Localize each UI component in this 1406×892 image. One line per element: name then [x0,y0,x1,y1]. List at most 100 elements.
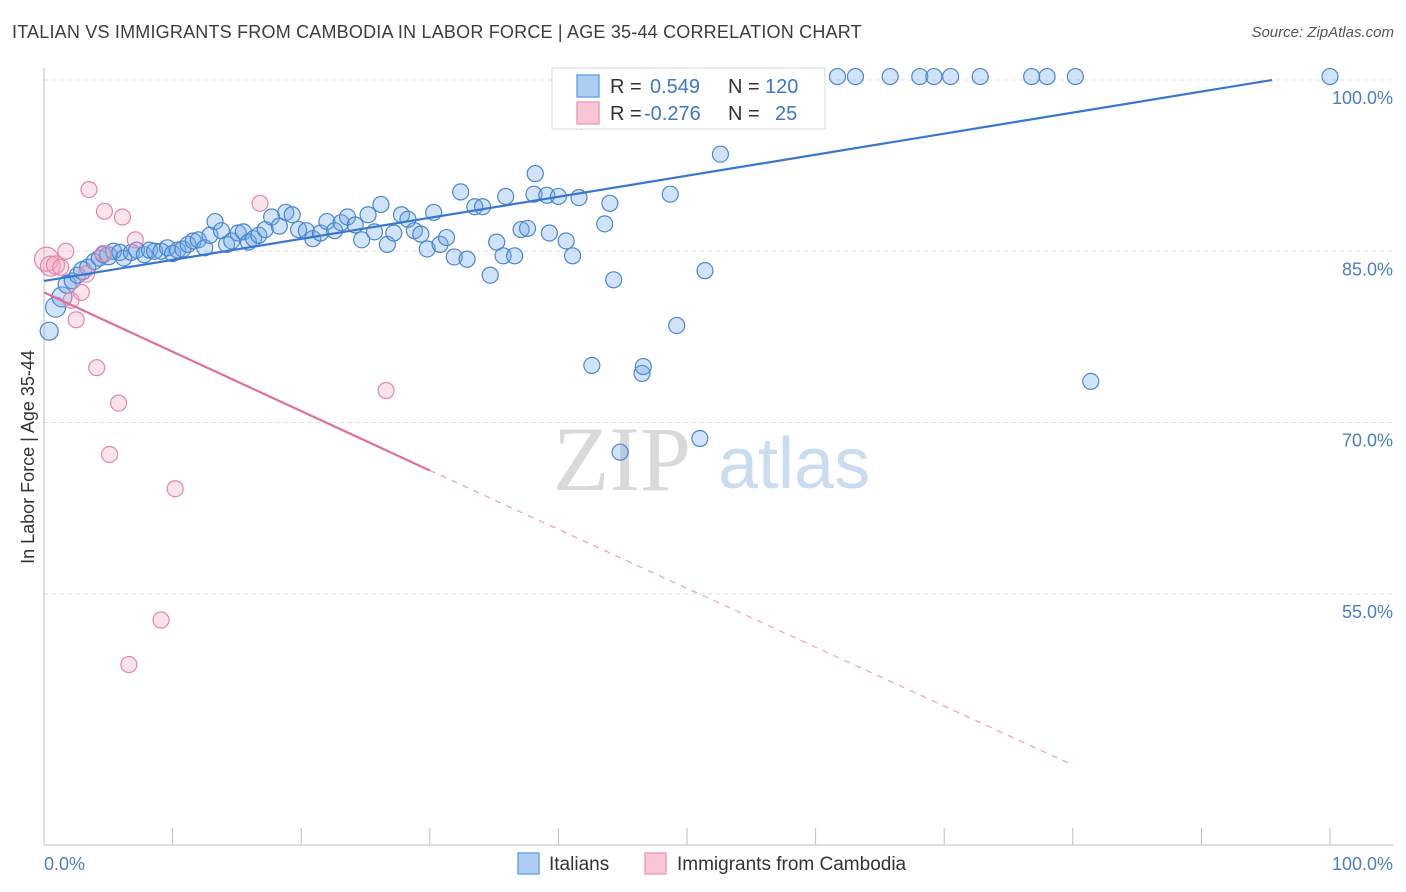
bottom-legend-swatch-cambodia [644,852,667,875]
data-point [518,219,537,238]
tick-labels: 100.0% 85.0% 70.0% 55.0% 0.0% 100.0% [44,88,1393,874]
data-points [33,67,1339,674]
data-point [166,480,184,498]
data-point [445,248,463,266]
data-point [525,185,543,203]
stats-legend: R = 0.549 N = 120 R = -0.276 N = 25 [551,67,826,130]
data-point [135,246,153,264]
x-tick-label-0: 0.0% [44,854,85,874]
y-tick-label-0: 100.0% [1332,88,1393,108]
data-point [611,443,629,461]
bottom-legend-label-cambodia: Immigrants from Cambodia [677,854,907,875]
data-point [506,247,524,265]
data-point [152,611,170,629]
watermark-atlas: atlas [718,424,870,504]
data-point [52,258,70,276]
data-point [633,364,651,383]
trend-line-0 [43,78,1273,283]
y-tick-label-1: 85.0% [1342,259,1393,279]
data-point [1038,67,1056,86]
data-point [418,240,436,258]
legend-r-label-2: R = [610,103,642,125]
data-point [113,208,132,226]
bottom-legend-label-italians: Italians [549,854,609,875]
data-point [458,250,476,268]
data-point [583,356,601,375]
y-axis-label: In Labor Force | Age 35-44 [18,350,38,564]
watermark-zip: ZIP [553,408,691,510]
data-point [385,224,403,242]
data-point [100,445,119,464]
data-point [971,67,989,86]
chart-source: Source: ZipAtlas.com [1251,24,1394,41]
data-point [196,239,214,257]
data-point [711,145,730,163]
data-point [1066,67,1084,86]
data-point [497,187,515,206]
series-1-points [33,181,395,674]
data-point [925,67,943,86]
bottom-legend-swatch-italians [517,852,540,875]
data-point [481,266,499,284]
data-point [846,67,865,86]
y-tick-label-3: 55.0% [1342,602,1393,622]
watermark: ZIP atlas [553,408,870,510]
data-point [696,262,714,280]
data-point [942,67,960,86]
data-point [126,231,144,249]
legend-n-value-2: 25 [775,103,797,125]
data-point [104,242,123,260]
legend-n-label-1: N = [728,76,760,98]
y-tick-label-2: 70.0% [1342,431,1393,451]
data-point [95,202,114,220]
legend-r-value-2: -0.276 [644,103,701,125]
data-point [540,224,558,242]
data-point [911,67,929,86]
data-point [661,185,679,203]
legend-n-value-1: 120 [765,76,798,98]
data-point [668,316,686,335]
data-point [431,235,449,253]
data-point [634,357,652,376]
legend-swatch-italians [576,74,600,98]
data-point [353,231,371,249]
legend-r-value-1: 0.549 [650,76,700,98]
data-point [94,244,112,263]
data-point [72,283,90,301]
data-point [120,655,138,674]
data-point [512,220,530,239]
legend-n-label-2: N = [728,103,760,125]
data-point [283,206,301,224]
data-point [67,311,85,329]
data-point [1082,372,1100,390]
data-point [601,194,619,212]
data-point [596,215,614,233]
data-point [109,394,128,412]
data-point [563,247,582,265]
data-point [145,242,164,260]
data-point [452,183,470,201]
data-point [277,203,295,222]
trend-line-1 [43,291,431,472]
data-point [828,67,847,86]
data-point [359,206,377,224]
data-point [437,228,456,247]
x-tick-label-1: 100.0% [1332,854,1393,874]
data-point [526,165,544,183]
data-point [206,212,224,231]
data-point [473,198,492,216]
legend-r-label-1: R = [610,76,642,98]
data-point [1023,67,1041,86]
series-legend: Italians Immigrants from Cambodia [517,852,907,875]
data-point [605,271,623,289]
data-point [251,194,269,212]
axes [43,68,1393,846]
trend-lines [43,78,1273,766]
data-point [88,359,106,377]
data-point [881,67,899,86]
data-point [80,181,98,199]
chart-title: ITALIAN VS IMMIGRANTS FROM CAMBODIA IN L… [12,22,862,42]
data-point [691,429,709,448]
data-point [412,225,430,243]
